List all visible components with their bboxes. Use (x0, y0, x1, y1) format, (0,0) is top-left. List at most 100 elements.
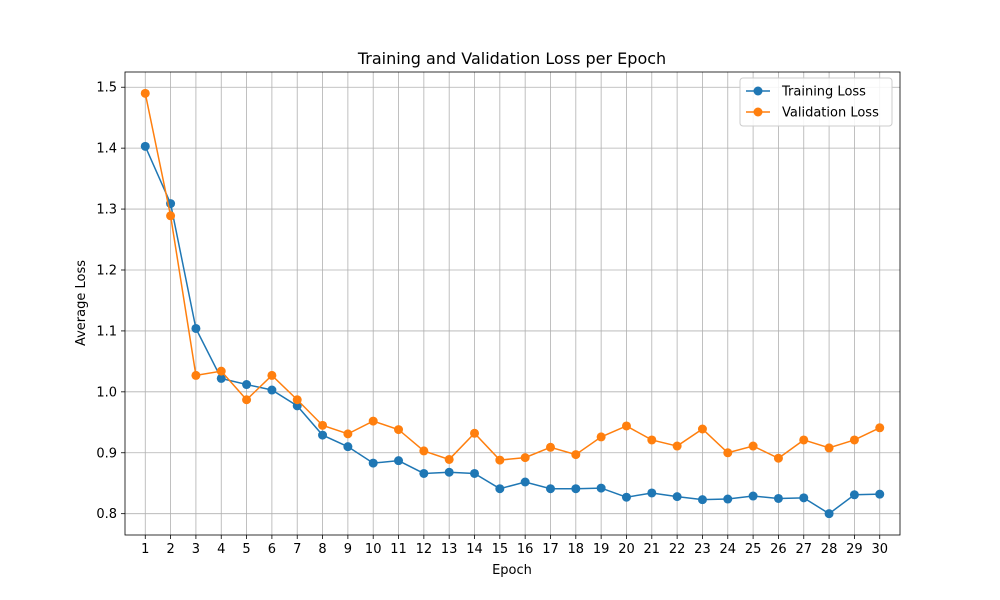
data-point (419, 446, 429, 456)
chart-title: Training and Validation Loss per Epoch (357, 49, 666, 68)
x-tick-label: 8 (318, 542, 326, 557)
data-point (368, 416, 378, 426)
y-tick-label: 0.9 (96, 446, 117, 461)
data-point (216, 366, 226, 376)
data-point (242, 395, 252, 405)
data-point (318, 430, 328, 440)
x-tick-label: 24 (720, 542, 737, 557)
data-point (368, 458, 378, 468)
data-point (318, 420, 328, 430)
data-point (242, 380, 252, 390)
legend-label: Validation Loss (782, 106, 879, 121)
data-point (824, 509, 834, 519)
data-point (799, 493, 809, 503)
legend-label: Training Loss (781, 85, 866, 100)
x-tick-label: 10 (365, 542, 382, 557)
data-point (140, 88, 150, 98)
data-point (267, 385, 277, 395)
x-axis-title: Epoch (492, 563, 532, 578)
y-tick-label: 1.1 (96, 324, 117, 339)
data-point (621, 492, 631, 502)
x-tick-label: 23 (694, 542, 711, 557)
x-tick-label: 6 (268, 542, 276, 557)
x-tick-label: 20 (618, 542, 635, 557)
data-point (596, 483, 606, 493)
y-tick-label: 1.2 (96, 263, 117, 278)
data-point (697, 495, 707, 505)
data-point (292, 395, 302, 405)
x-tick-label: 14 (466, 542, 483, 557)
series-validation-loss (140, 88, 885, 465)
data-point (166, 211, 176, 221)
data-point (596, 432, 606, 442)
data-point (672, 441, 682, 451)
series-line (144, 93, 881, 461)
data-point (799, 435, 809, 445)
data-point (723, 494, 733, 504)
data-point (824, 443, 834, 453)
data-point (267, 370, 277, 380)
data-point (520, 477, 530, 487)
data-point (419, 468, 429, 478)
series-layer (140, 88, 885, 519)
data-point (723, 448, 733, 458)
data-point (140, 141, 150, 151)
x-tick-label: 27 (795, 542, 812, 557)
data-point (647, 488, 657, 498)
data-point (495, 484, 505, 494)
x-tick-label: 25 (745, 542, 762, 557)
data-point (520, 453, 530, 463)
x-tick-label: 29 (846, 542, 863, 557)
legend-item: Training Loss (746, 85, 866, 100)
data-point (875, 423, 885, 433)
x-tick-label: 19 (593, 542, 610, 557)
y-tick-label: 1.0 (96, 385, 117, 400)
data-point (748, 441, 758, 451)
data-point (191, 323, 201, 333)
data-point (343, 442, 353, 452)
data-point (394, 425, 404, 435)
data-point (672, 492, 682, 502)
x-tick-label: 2 (166, 542, 174, 557)
legend-item: Validation Loss (746, 106, 879, 121)
data-point (343, 429, 353, 439)
data-point (849, 490, 859, 500)
data-point (394, 456, 404, 466)
data-point (545, 442, 555, 452)
data-point (444, 467, 454, 477)
x-tick-label: 17 (542, 542, 559, 557)
y-tick-label: 0.8 (96, 507, 117, 522)
data-point (748, 491, 758, 501)
data-point (875, 489, 885, 499)
data-point (849, 435, 859, 445)
x-tick-label: 3 (192, 542, 200, 557)
x-tick-label: 21 (644, 542, 661, 557)
x-tick-label: 9 (344, 542, 352, 557)
legend-marker (753, 107, 763, 117)
x-tick-label: 12 (416, 542, 433, 557)
legend: Training Loss Validation Loss (739, 77, 893, 127)
data-point (216, 373, 226, 383)
y-axis-title: Average Loss (74, 260, 89, 346)
data-point (470, 468, 480, 478)
data-point (444, 454, 454, 464)
data-point (495, 455, 505, 465)
x-tick-label: 1 (141, 542, 149, 557)
x-tick-label: 5 (242, 542, 250, 557)
data-point (621, 421, 631, 431)
data-point (191, 370, 201, 380)
y-tick-label: 1.5 (96, 81, 117, 96)
legend-marker (753, 86, 763, 96)
data-point (773, 453, 783, 463)
data-point (571, 484, 581, 494)
data-point (697, 424, 707, 434)
x-tick-label: 15 (492, 542, 509, 557)
plot-frame (124, 71, 901, 536)
data-point (647, 435, 657, 445)
legend-box (739, 77, 893, 127)
x-tick-label: 13 (441, 542, 458, 557)
y-tick-label: 1.4 (96, 142, 117, 157)
data-point (571, 450, 581, 460)
